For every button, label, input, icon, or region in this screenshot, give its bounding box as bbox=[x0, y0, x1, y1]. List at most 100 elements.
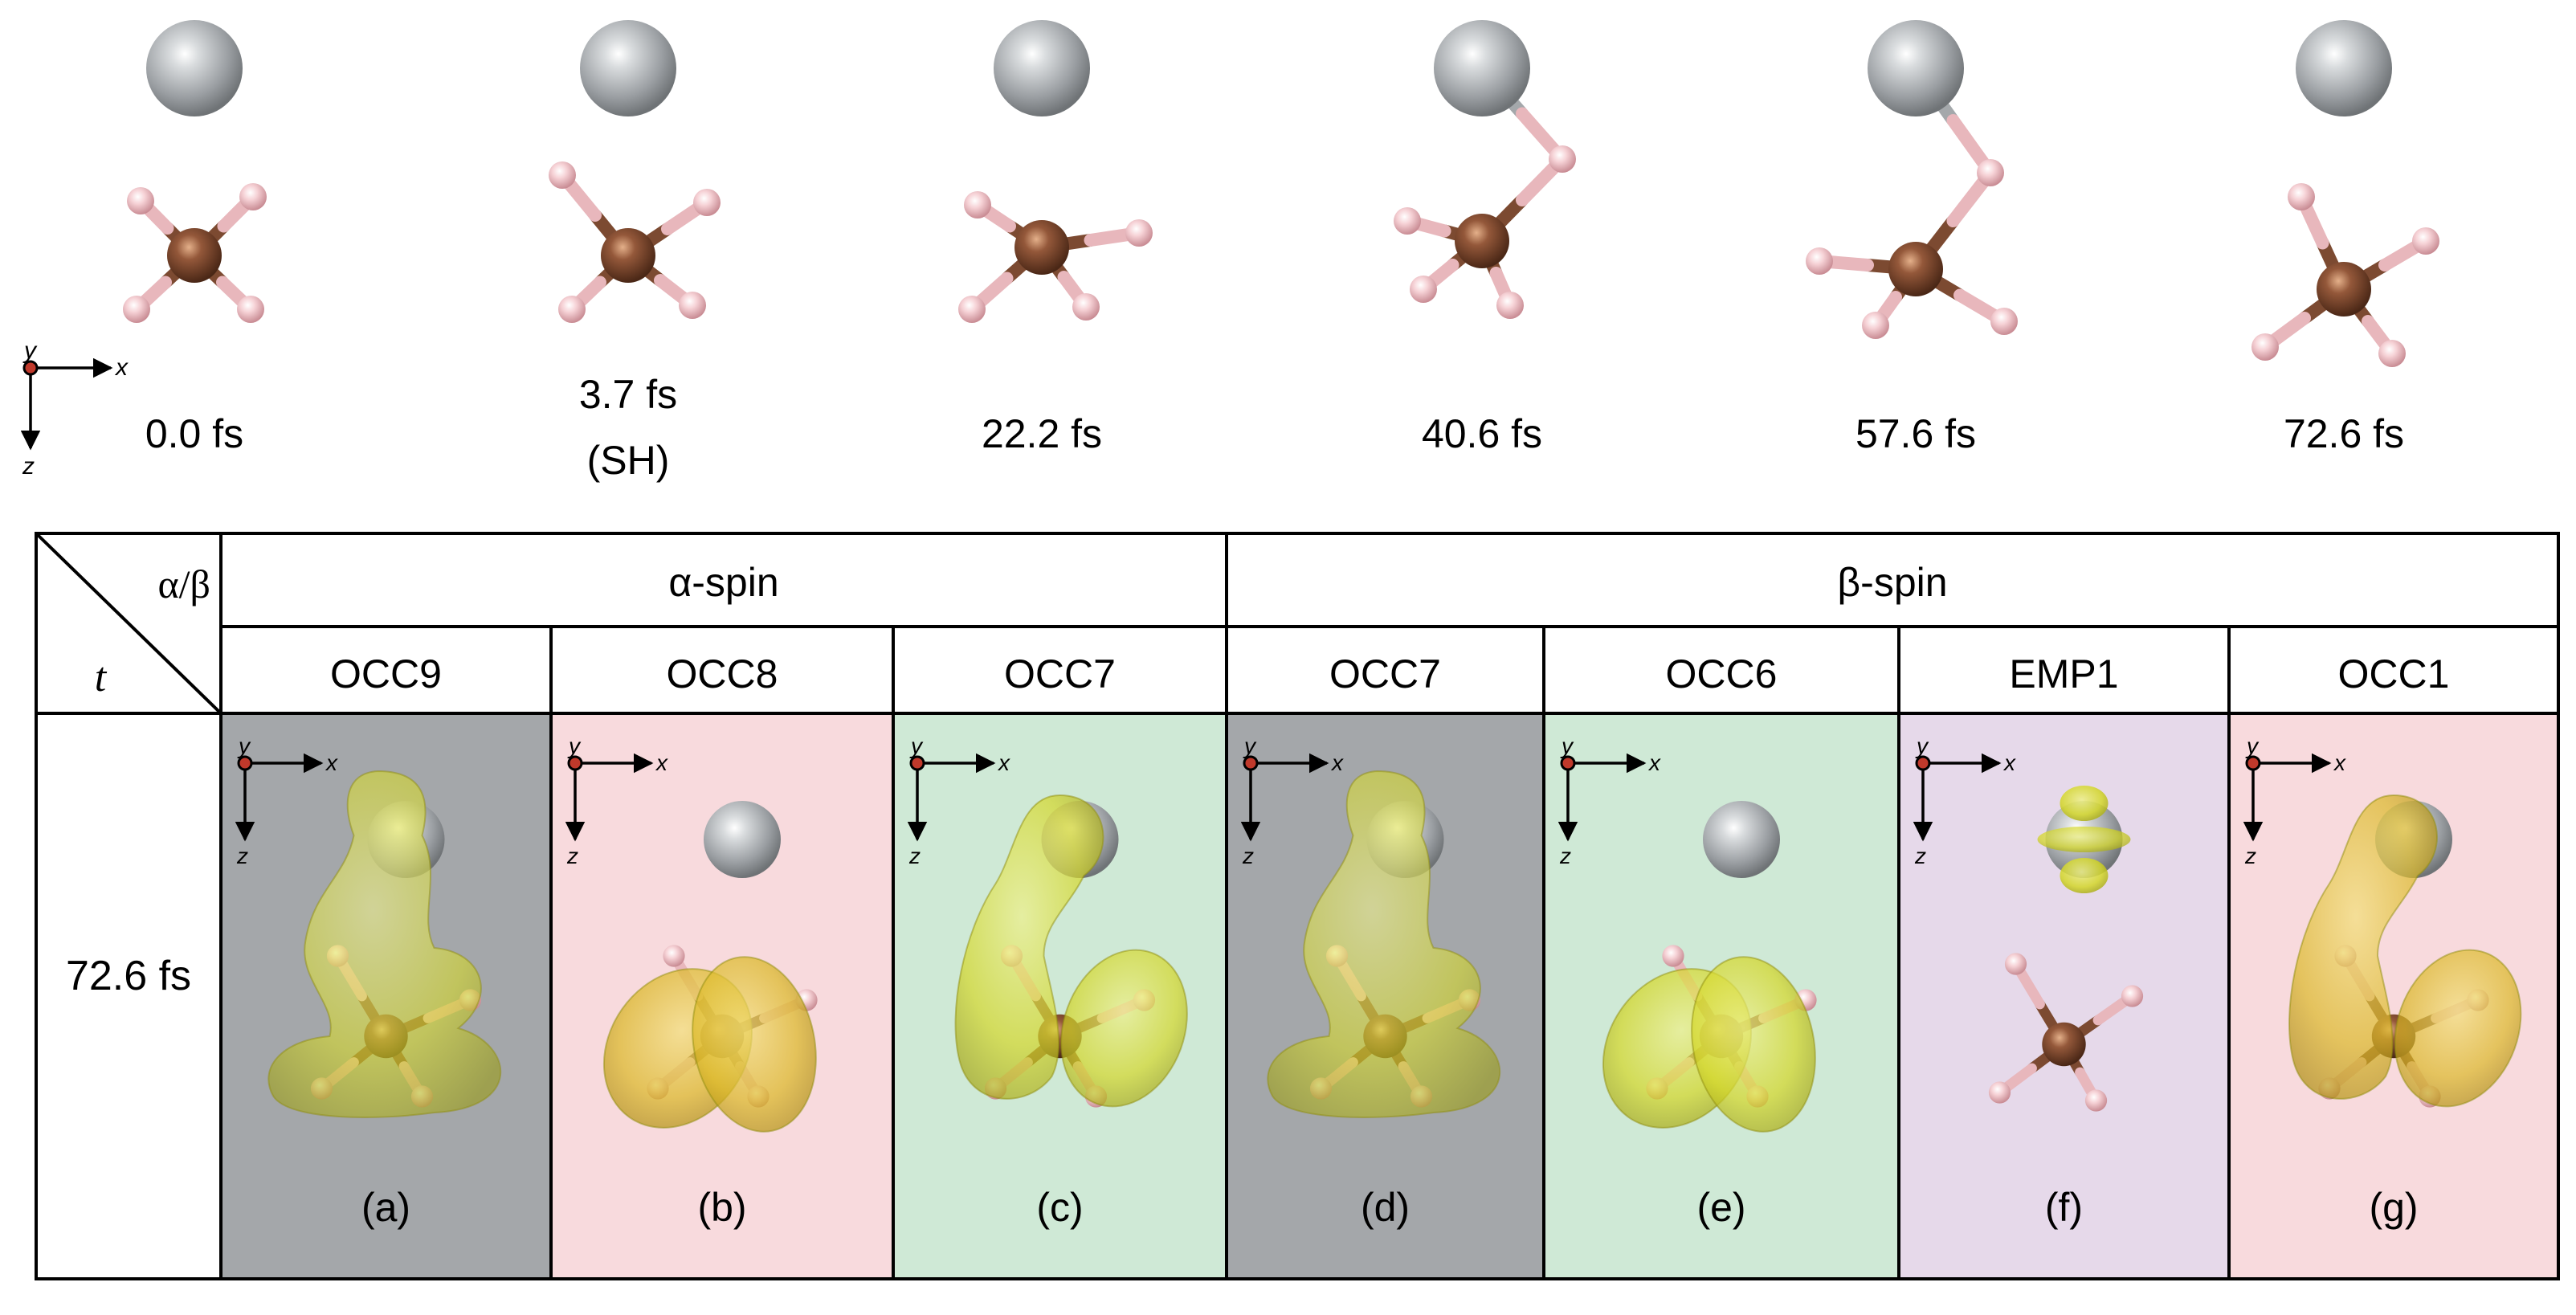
copper-atom bbox=[2317, 262, 2371, 316]
group-header-beta: β-spin bbox=[1837, 560, 1947, 605]
isosurface-lobe bbox=[2394, 949, 2522, 1108]
z-axis-label: z bbox=[908, 843, 921, 868]
z-axis-label: z bbox=[1559, 843, 1571, 868]
y-axis-label: y bbox=[237, 733, 251, 758]
isosurface-lobe bbox=[1691, 956, 1816, 1133]
silver-atom bbox=[1868, 20, 1964, 116]
y-axis-dot bbox=[237, 755, 253, 771]
y-axis-dot bbox=[567, 755, 583, 771]
y-axis-label: y bbox=[1560, 733, 1574, 758]
panel-tag: (e) bbox=[1696, 1185, 1745, 1230]
snapshot-3: 40.6 fs bbox=[1394, 20, 1576, 456]
silver-atom bbox=[704, 801, 781, 878]
panel-3: x y z bbox=[1240, 733, 1501, 1118]
y-axis-dot bbox=[22, 360, 39, 376]
orbital-header-occ7: OCC7 bbox=[1329, 651, 1441, 696]
y-axis-label: y bbox=[1915, 733, 1929, 758]
corner-label-spin: α/β bbox=[157, 562, 210, 606]
hydrogen-atom bbox=[1862, 312, 1889, 339]
isosurface-lobe bbox=[2060, 858, 2109, 893]
isosurface-lobe bbox=[1060, 949, 1188, 1108]
hydrogen-atom bbox=[1549, 145, 1576, 173]
isosurface-ring bbox=[2037, 827, 2131, 852]
panel-5: x y z bbox=[1913, 733, 2144, 1112]
isosurface-lobe bbox=[692, 956, 817, 1133]
hydrogen-atom bbox=[2378, 340, 2406, 367]
hydrogen-atom bbox=[1072, 293, 1100, 321]
z-axis-label: z bbox=[1914, 843, 1926, 868]
x-axis-label: x bbox=[997, 750, 1010, 775]
snapshot-1: 3.7 fs (SH) bbox=[549, 20, 721, 483]
row-time-label: 72.6 fs bbox=[66, 953, 191, 999]
hydrogen-atom bbox=[964, 191, 991, 218]
y-axis-dot bbox=[2245, 755, 2261, 771]
y-axis-label: y bbox=[1243, 733, 1257, 758]
silver-atom bbox=[994, 20, 1090, 116]
orbital-header-emp1: EMP1 bbox=[2009, 651, 2118, 696]
table-border bbox=[35, 532, 2560, 1280]
hydrogen-atom bbox=[2251, 333, 2279, 361]
hydrogen-atom bbox=[1990, 308, 2018, 335]
hydrogen-atom bbox=[1988, 1081, 2011, 1104]
isosurface bbox=[1267, 770, 1501, 1118]
hydrogen-atom bbox=[1125, 219, 1153, 247]
hydrogen-atom bbox=[2084, 1089, 2108, 1112]
hydrogen-atom bbox=[2004, 953, 2027, 975]
y-axis-dot bbox=[909, 755, 925, 771]
copper-atom bbox=[1888, 242, 1943, 296]
snapshot-note-label: (SH) bbox=[587, 438, 670, 483]
x-axis-label: x bbox=[325, 750, 338, 775]
silver-atom bbox=[1434, 20, 1530, 116]
snapshot-time-label: 3.7 fs bbox=[579, 372, 677, 417]
z-axis-label: z bbox=[236, 843, 248, 868]
panel-tag: (c) bbox=[1036, 1185, 1083, 1230]
panel-tag: (f) bbox=[2045, 1185, 2083, 1230]
x-axis-label: x bbox=[2002, 750, 2016, 775]
hydrogen-atom bbox=[663, 945, 685, 967]
silver-atom bbox=[580, 20, 676, 116]
silver-atom bbox=[1703, 801, 1780, 878]
snapshot-time-label: 72.6 fs bbox=[2284, 411, 2404, 456]
y-axis-label: y bbox=[22, 337, 38, 364]
corner-label-time: t bbox=[95, 655, 108, 700]
isosurface bbox=[267, 770, 502, 1118]
snapshot-time-label: 0.0 fs bbox=[145, 411, 243, 456]
orbital-header-occ6: OCC6 bbox=[1666, 651, 1778, 696]
hydrogen-atom bbox=[1496, 292, 1524, 319]
panel-tag: (g) bbox=[2369, 1185, 2418, 1230]
hydrogen-atom bbox=[127, 187, 154, 214]
x-axis-label: x bbox=[1330, 750, 1344, 775]
snapshot-time-label: 57.6 fs bbox=[1855, 411, 1976, 456]
isosurface bbox=[2288, 794, 2438, 1100]
hydrogen-atom bbox=[558, 296, 586, 323]
snapshot-2: 22.2 fs bbox=[958, 20, 1153, 456]
hydrogen-atom bbox=[1410, 276, 1437, 303]
y-axis-dot bbox=[1915, 755, 1931, 771]
panel-tags: (a) (b) (c) (d) (e) (f) (g) bbox=[361, 1185, 2419, 1230]
panel-tag: (d) bbox=[1361, 1185, 1410, 1230]
panel-1: x y z bbox=[565, 733, 818, 1133]
panel-tag: (b) bbox=[697, 1185, 746, 1230]
trajectory-snapshots: 0.0 fs 3.7 fs (SH) 22.2 fs 40.6 fs 57.6 fs 72.… bbox=[123, 20, 2439, 483]
axes-glyph-top: x y z bbox=[20, 337, 129, 480]
panel-tag: (a) bbox=[361, 1185, 410, 1230]
snapshot-0: 0.0 fs bbox=[123, 20, 267, 456]
hydrogen-atom bbox=[2412, 227, 2439, 255]
table-grid bbox=[35, 532, 2560, 1280]
z-axis-label: z bbox=[566, 843, 578, 868]
y-axis-label: y bbox=[2245, 733, 2260, 758]
snapshot-4: 57.6 fs bbox=[1806, 20, 2018, 456]
hydrogen-atom bbox=[2288, 183, 2315, 210]
panel-4: x y z bbox=[1557, 733, 1817, 1133]
hydrogen-atom bbox=[123, 296, 150, 323]
x-axis-label: x bbox=[655, 750, 668, 775]
snapshot-5: 72.6 fs bbox=[2251, 20, 2439, 456]
hydrogen-atom bbox=[239, 183, 267, 210]
panel-2: x y z bbox=[907, 733, 1188, 1108]
table-corner-diagonal bbox=[35, 532, 222, 715]
hydrogen-atom bbox=[549, 161, 576, 189]
silver-atom bbox=[2296, 20, 2392, 116]
hydrogen-atom bbox=[1662, 945, 1684, 967]
isosurface bbox=[954, 794, 1104, 1100]
